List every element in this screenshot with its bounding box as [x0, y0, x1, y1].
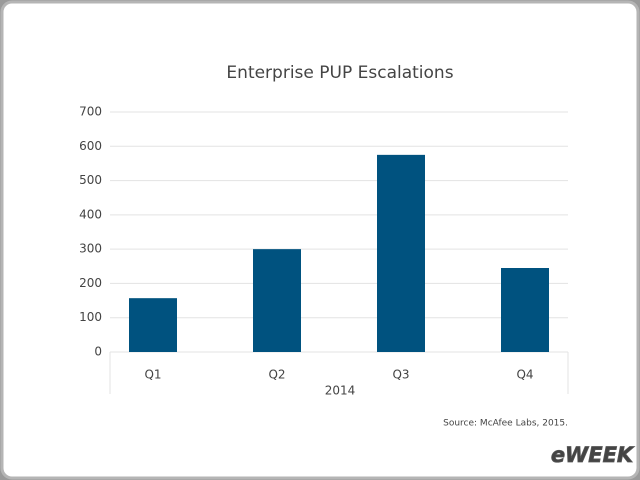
bar	[501, 268, 549, 352]
bar	[129, 298, 177, 352]
x-axis-label: 2014	[325, 384, 356, 398]
y-tick-label: 100	[79, 310, 102, 324]
source-note: Source: McAfee Labs, 2015.	[443, 419, 568, 429]
chart-title: Enterprise PUP Escalations	[226, 63, 453, 83]
y-tick-label: 400	[79, 207, 102, 221]
y-tick-label: 600	[79, 139, 102, 153]
x-tick-label: Q1	[144, 368, 161, 382]
y-tick-label: 200	[79, 276, 102, 290]
y-tick-label: 500	[79, 173, 102, 187]
y-tick-label: 300	[79, 242, 102, 256]
bar	[253, 249, 301, 352]
x-tick-label: Q3	[392, 368, 409, 382]
y-tick-label: 0	[94, 345, 102, 359]
x-tick-label: Q2	[268, 368, 285, 382]
x-tick-label: Q4	[516, 368, 533, 382]
y-tick-label: 700	[79, 105, 102, 119]
bar	[377, 154, 425, 352]
watermark: eWEEK	[551, 443, 635, 467]
